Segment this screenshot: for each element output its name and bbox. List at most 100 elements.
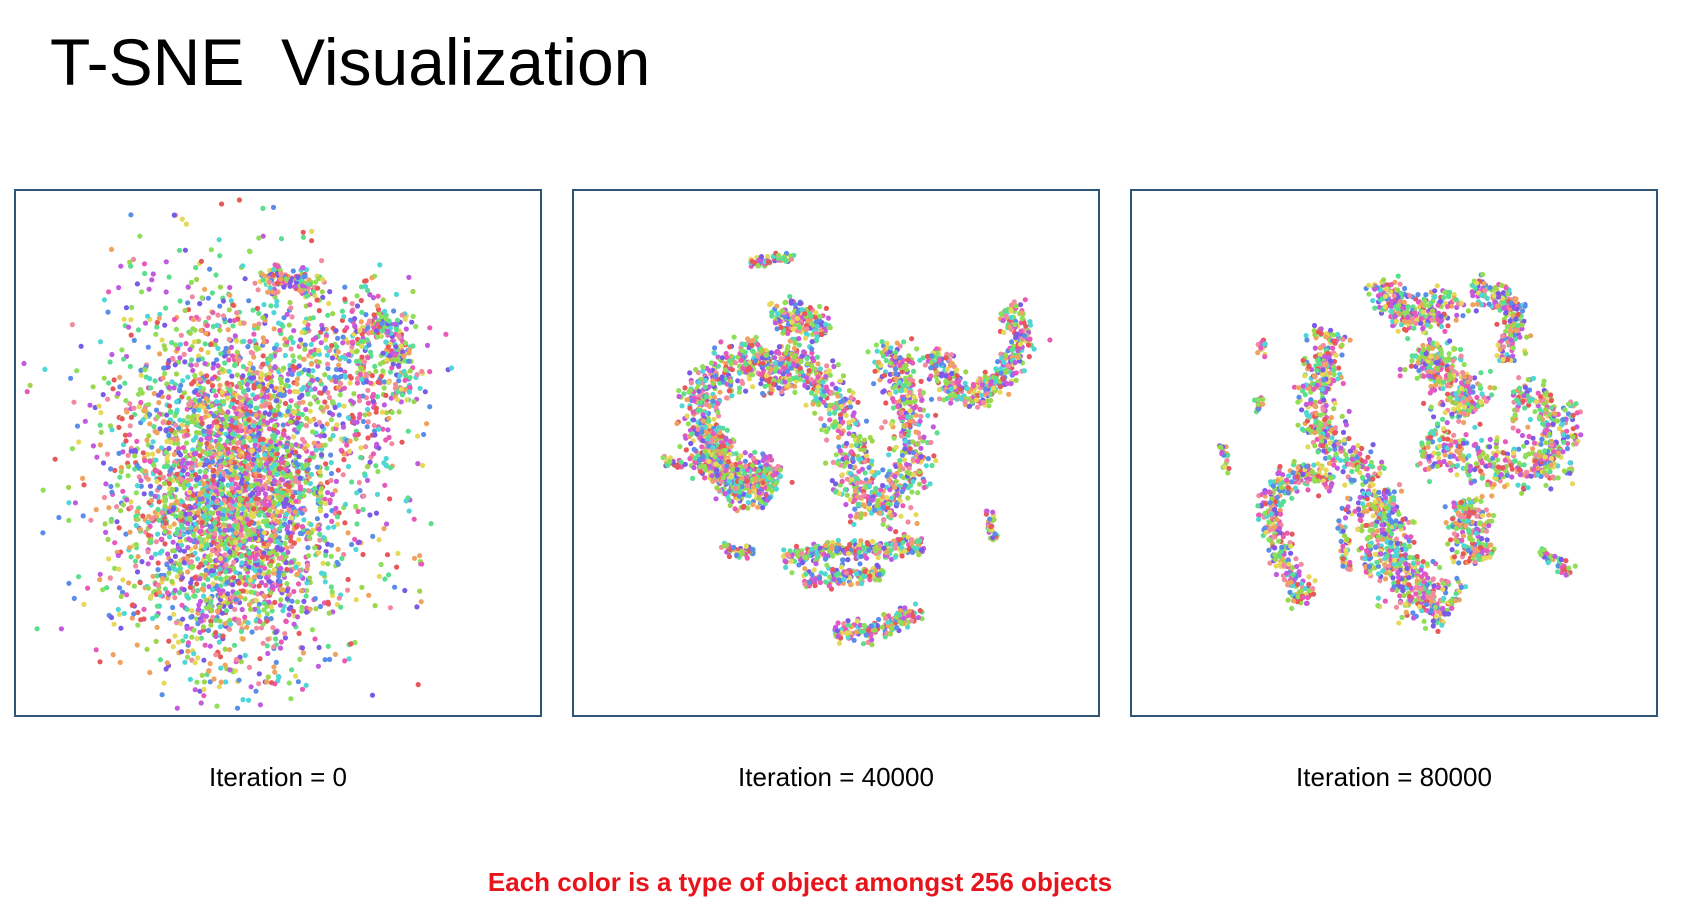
scatter-point <box>376 537 382 543</box>
scatter-point <box>198 618 204 624</box>
scatter-point <box>133 563 139 569</box>
scatter-point <box>278 547 284 553</box>
scatter-point <box>762 501 768 507</box>
scatter-point <box>231 405 237 411</box>
scatter-point <box>117 374 123 380</box>
scatter-point <box>213 272 219 278</box>
scatter-point <box>155 414 161 420</box>
scatter-point <box>342 374 349 380</box>
scatter-point <box>273 636 279 642</box>
scatter-point <box>242 614 248 620</box>
scatter-point <box>353 503 359 509</box>
scatter-point <box>318 442 324 448</box>
scatter-point <box>176 562 182 568</box>
scatter-point <box>316 550 322 556</box>
scatter-point <box>337 392 343 398</box>
scatter-point <box>354 375 361 382</box>
scatter-point <box>700 418 706 424</box>
scatter-point <box>386 572 392 578</box>
scatter-point <box>208 618 214 625</box>
scatter-point <box>218 679 224 685</box>
scatter-point <box>166 638 172 644</box>
scatter-point <box>245 502 251 508</box>
scatter-point <box>170 644 176 650</box>
scatter-point <box>276 320 282 326</box>
scatter-point <box>214 424 220 430</box>
scatter-point <box>141 261 148 267</box>
scatter-point <box>333 366 339 373</box>
scatter-point <box>373 463 379 469</box>
scatter-point <box>260 277 266 283</box>
scatter-point <box>417 553 423 559</box>
scatter-point <box>282 352 288 359</box>
scatter-point <box>325 525 331 531</box>
scatter-point <box>244 516 250 522</box>
scatter-point <box>226 357 232 363</box>
scatter-point <box>56 514 62 521</box>
scatter-point <box>322 496 328 502</box>
scatter-point <box>277 327 283 334</box>
scatter-point <box>375 468 381 475</box>
scatter-point <box>180 378 186 384</box>
scatter-point <box>288 442 294 448</box>
scatter-point <box>271 567 277 573</box>
scatter-point <box>716 424 722 430</box>
scatter-point <box>217 284 223 290</box>
scatter-point <box>348 317 354 323</box>
scatter-point <box>156 315 162 321</box>
scatter-point <box>156 589 162 595</box>
scatter-point <box>231 445 237 451</box>
scatter-point <box>307 480 313 487</box>
scatter-point <box>137 526 143 532</box>
scatter-point <box>229 582 236 588</box>
scatter-point <box>214 608 220 614</box>
scatter-point <box>148 539 154 545</box>
scatter-point <box>276 573 282 579</box>
scatter-point <box>203 330 209 336</box>
scatter-point <box>417 385 423 391</box>
scatter-point <box>154 573 160 579</box>
scatter-point <box>192 472 199 478</box>
scatter-point <box>145 561 151 567</box>
scatter-point <box>341 403 347 409</box>
scatter-point <box>172 553 178 559</box>
scatter-point <box>357 327 363 333</box>
scatter-point <box>277 391 283 398</box>
scatter-point <box>369 373 375 379</box>
scatter-point <box>202 286 208 292</box>
scatter-point <box>375 379 381 385</box>
scatter-point <box>207 679 213 685</box>
scatter-point <box>354 521 360 527</box>
scatter-point <box>195 509 201 515</box>
scatter-point <box>163 427 169 433</box>
scatter-point <box>227 617 233 623</box>
scatter-point <box>374 303 380 309</box>
scatter-point <box>271 345 278 351</box>
scatter-point <box>278 565 284 572</box>
scatter-point <box>215 510 221 516</box>
scatter-point <box>155 567 161 573</box>
scatter-point <box>395 362 401 368</box>
scatter-point <box>261 600 267 606</box>
scatter-point <box>143 468 149 474</box>
scatter-point <box>352 536 358 542</box>
scatter-point <box>134 483 140 489</box>
scatter-point <box>245 387 251 393</box>
scatter-point <box>304 587 310 594</box>
scatter-point <box>166 420 172 426</box>
scatter-point <box>123 398 129 404</box>
scatter-point <box>231 431 237 437</box>
scatter-point <box>264 360 270 366</box>
scatter-point <box>262 491 268 497</box>
scatter-point <box>211 361 217 367</box>
scatter-point <box>169 340 175 346</box>
scatter-point <box>206 424 212 430</box>
scatter-point <box>246 697 252 703</box>
scatter-point <box>365 287 371 294</box>
scatter-point <box>690 409 696 415</box>
scatter-point <box>261 386 267 392</box>
scatter-point <box>197 453 203 459</box>
scatter-point <box>717 389 723 395</box>
scatter-point <box>350 415 356 421</box>
scatter-point <box>273 290 279 296</box>
